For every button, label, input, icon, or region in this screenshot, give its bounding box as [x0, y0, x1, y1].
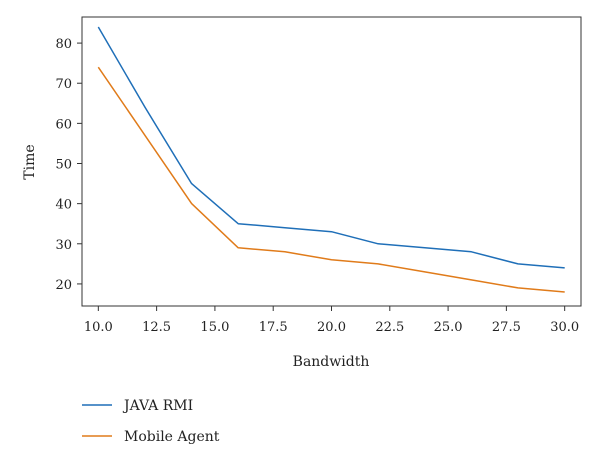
- legend-label-mobile-agent: Mobile Agent: [124, 429, 220, 445]
- series-line-mobile-agent: [97, 66, 565, 293]
- y-axis-title: Time: [22, 144, 38, 179]
- x-tick-label: 22.5: [375, 320, 404, 335]
- x-tick-label: 30.0: [550, 320, 579, 335]
- x-tick-label: 20.0: [317, 320, 346, 335]
- x-tick-label: 10.0: [84, 320, 113, 335]
- y-tick-label: 20: [55, 278, 72, 293]
- y-tick-label: 70: [55, 77, 72, 92]
- x-tick-label: 12.5: [142, 320, 171, 335]
- y-tick-label: 40: [55, 198, 72, 213]
- legend: JAVA RMI Mobile Agent: [82, 398, 220, 445]
- series-lines: [97, 26, 565, 293]
- y-axis-ticks: 20 30 40 50 60 70 80: [55, 37, 82, 293]
- plot-frame: [81, 16, 582, 307]
- y-tick-label: 60: [55, 117, 72, 132]
- y-tick-label: 30: [55, 238, 72, 253]
- x-tick-label: 25.0: [434, 320, 463, 335]
- series-line-java-rmi: [97, 26, 565, 269]
- x-tick-label: 27.5: [492, 320, 521, 335]
- y-tick-label: 50: [55, 158, 72, 173]
- x-tick-label: 17.5: [259, 320, 288, 335]
- y-tick-label: 80: [55, 37, 72, 52]
- legend-label-java-rmi: JAVA RMI: [122, 398, 193, 414]
- x-tick-label: 15.0: [200, 320, 229, 335]
- x-axis-ticks: 10.0 12.5 15.0 17.5 20.0 22.5 25.0 27.5 30.0: [84, 306, 579, 335]
- x-axis-title: Bandwidth: [293, 354, 370, 370]
